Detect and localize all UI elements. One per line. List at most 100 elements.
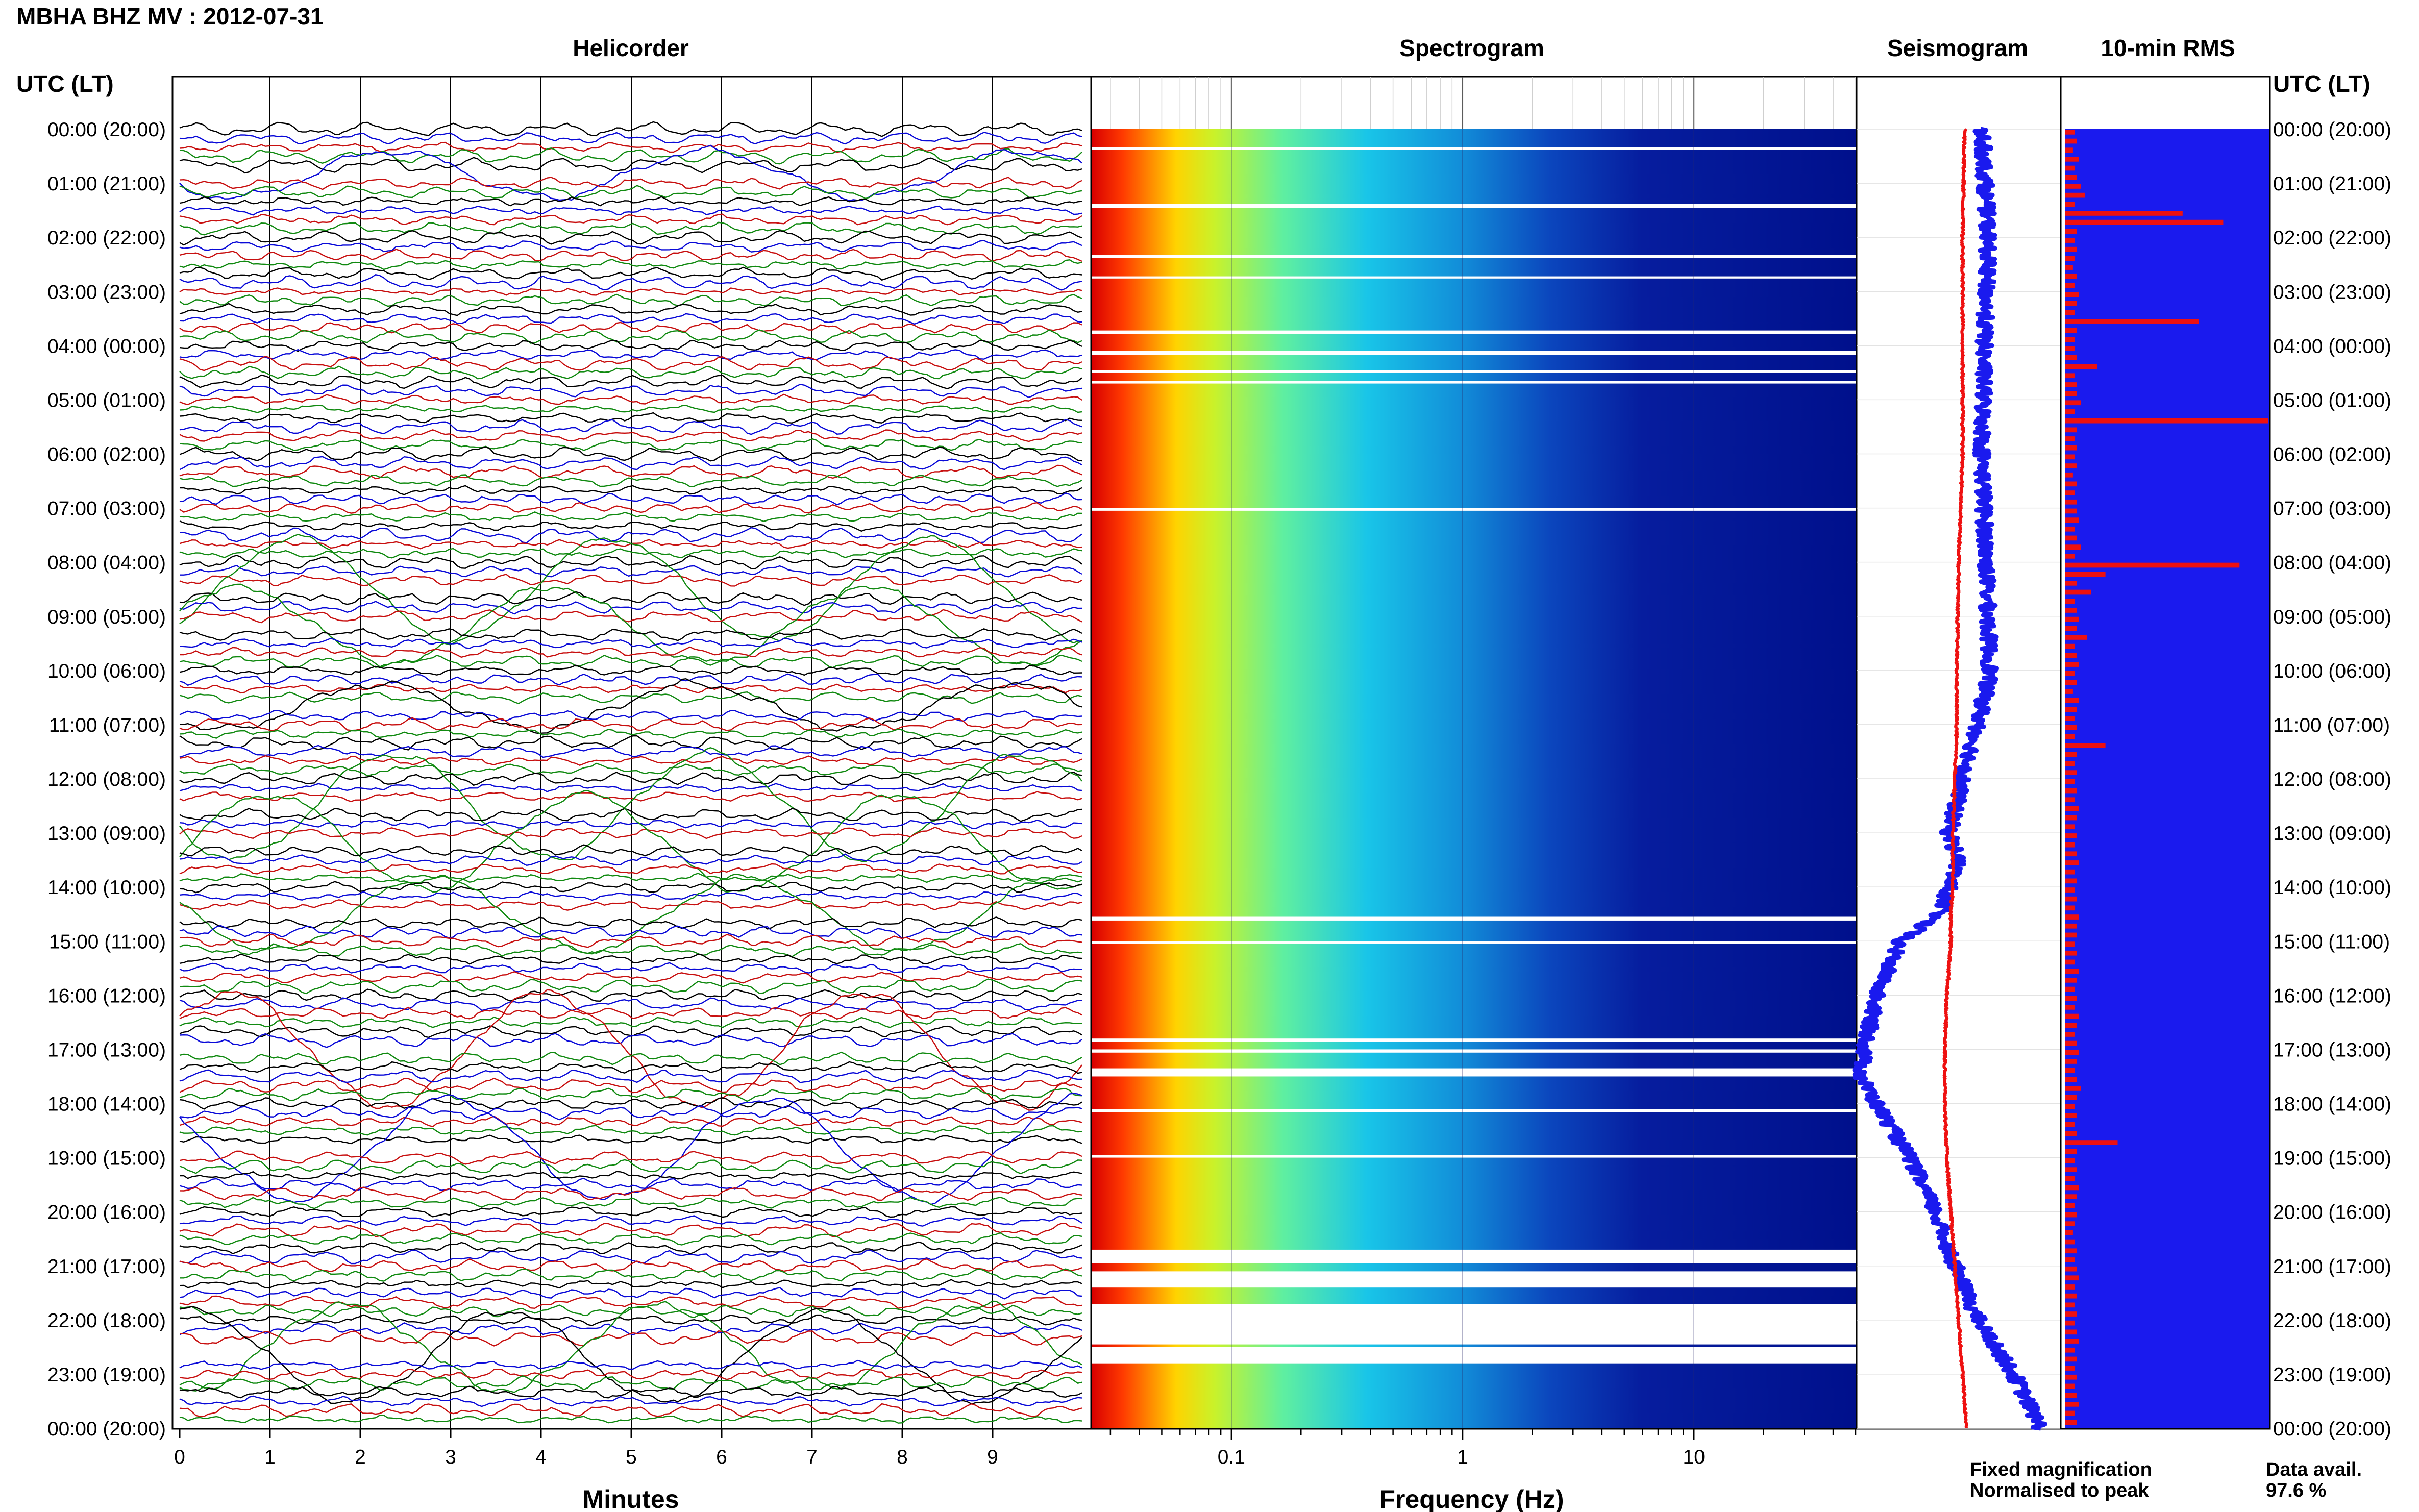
spectrogram-gap-row: [1092, 1109, 1856, 1112]
helicorder-trace: [179, 474, 1082, 487]
right-hour-tick: 17:00 (13:00): [2273, 1039, 2391, 1061]
helicorder-trace: [179, 1375, 1082, 1391]
rms-bar: [2065, 671, 2075, 676]
right-hour-tick: 08:00 (04:00): [2273, 552, 2391, 574]
right-hour-tick: 05:00 (01:00): [2273, 389, 2391, 411]
spectrogram-gap-row: [1092, 1068, 1856, 1077]
helicorder-trace: [179, 1359, 1082, 1370]
helicorder-trace: [179, 717, 1082, 731]
right-hour-tick: 23:00 (19:00): [2273, 1364, 2391, 1386]
helicorder-trace: [179, 637, 1082, 649]
rms-panel: [2060, 76, 2271, 1430]
rms-bar: [2065, 1311, 2077, 1317]
rms-bar: [2065, 1320, 2075, 1326]
rms-bar: [2065, 454, 2075, 460]
helicorder-trace: [179, 132, 1082, 145]
left-hour-tick: 21:00 (17:00): [47, 1256, 166, 1278]
helicorder-trace: [179, 1403, 1082, 1418]
helicorder-trace: [179, 1223, 1082, 1237]
rms-bar: [2065, 256, 2075, 261]
rms-bar: [2065, 517, 2079, 523]
rms-bar: [2065, 1275, 2079, 1281]
data-availability-value: 97.6 %: [2266, 1480, 2326, 1501]
rms-bar: [2065, 554, 2075, 559]
helicorder-trace: [179, 1385, 1082, 1399]
helicorder-trace: [179, 1287, 1082, 1300]
left-hour-tick: 09:00 (05:00): [47, 606, 166, 628]
rms-bar: [2065, 490, 2075, 495]
rms-bar: [2065, 689, 2073, 694]
left-hour-tick: 03:00 (23:00): [47, 281, 166, 303]
helicorder-trace: [179, 735, 1082, 751]
right-hour-tick: 01:00 (21:00): [2273, 173, 2391, 195]
helicorder-trace: [179, 548, 1082, 559]
rms-bar: [2065, 779, 2075, 784]
rms-bar: [2065, 1203, 2075, 1208]
helicorder-trace: [179, 1016, 1082, 1028]
spectrogram-panel: 0.1 1 10: [1090, 76, 1858, 1468]
rms-bar: [2065, 219, 2224, 225]
right-hour-tick: 06:00 (02:00): [2273, 444, 2391, 466]
rms-bar: [2065, 391, 2077, 396]
left-hour-tick: 00:00 (20:00): [47, 1418, 166, 1440]
left-hour-tick: 15:00 (11:00): [49, 931, 166, 953]
minute-tick-label: 8: [897, 1446, 908, 1468]
helicorder-panel: 0 1 2 3 4 5 6 7 8 9: [171, 76, 1092, 1468]
rms-bar: [2065, 996, 2077, 1001]
spectrogram-gap-row: [1092, 147, 1856, 150]
helicorder-trace: [179, 1087, 1082, 1102]
rms-bar: [2065, 842, 2075, 848]
helicorder-trace: [179, 534, 1082, 646]
rms-bar: [2065, 427, 2077, 433]
rms-bar: [2065, 806, 2079, 811]
rms-bar: [2065, 1420, 2077, 1425]
right-hour-tick: 03:00 (23:00): [2273, 281, 2391, 303]
helicorder-trace: [179, 249, 1082, 262]
helicorder-trace: [179, 1061, 1082, 1074]
helicorder-trace: [179, 844, 1082, 857]
helicorder-trace: [179, 339, 1082, 352]
right-time-ticks: 00:00 (20:00) 01:00 (21:00) 02:00 (22:00) 0…: [2273, 119, 2391, 1440]
helicorder-trace: [179, 899, 1082, 911]
helicorder-trace: [179, 356, 1082, 371]
helicorder-trace: [179, 808, 1082, 822]
rms-bar: [2065, 743, 2106, 748]
rms-bar: [2065, 1013, 2079, 1019]
left-hour-tick: 07:00 (03:00): [47, 498, 166, 520]
rms-bar: [2065, 1366, 2075, 1371]
helicorder-trace: [179, 266, 1082, 281]
helicorder-trace: [179, 520, 1082, 532]
helicorder-trace: [179, 1134, 1082, 1145]
minute-tick-label: 1: [264, 1446, 276, 1468]
rms-bar: [2065, 959, 2075, 965]
left-hour-tick: 19:00 (15:00): [47, 1148, 166, 1170]
rms-bar: [2065, 1293, 2077, 1299]
left-hour-tick: 06:00 (02:00): [47, 444, 166, 466]
rms-bar: [2065, 138, 2077, 144]
rms-bar: [2065, 824, 2075, 830]
rms-bar: [2065, 815, 2077, 821]
spectrogram-gap-row: [1092, 276, 1856, 279]
rms-bar: [2065, 1329, 2077, 1335]
rms-bar: [2065, 319, 2199, 324]
helicorder-trace: [179, 916, 1082, 930]
helicorder-trace: [179, 1258, 1082, 1273]
helicorder-minute-ticks: 0 1 2 3 4 5 6 7 8 9: [174, 1429, 998, 1468]
seismogram-hour-gridlines: [1857, 129, 2061, 1429]
helicorder-trace: [179, 601, 1082, 615]
left-hour-tick: 11:00 (07:00): [49, 714, 166, 736]
spectrogram-gap-row: [1092, 1038, 1856, 1042]
rms-bar: [2065, 950, 2077, 956]
rms-bar: [2065, 653, 2077, 658]
spectrogram-data-gaps: [1092, 147, 1856, 1364]
left-hour-tick: 00:00 (20:00): [47, 119, 166, 141]
helicorder-trace: [179, 988, 1082, 1002]
seismogram-fixed-magnification-trace: [1852, 127, 2047, 1431]
rms-bar: [2065, 292, 2079, 297]
spectrogram-gap-row: [1092, 1049, 1856, 1053]
helicorder-trace: [179, 953, 1082, 965]
rms-bar: [2065, 698, 2079, 703]
rms-bar: [2065, 1032, 2075, 1037]
rms-bar: [2065, 238, 2075, 243]
helicorder-trace: [179, 1069, 1082, 1083]
